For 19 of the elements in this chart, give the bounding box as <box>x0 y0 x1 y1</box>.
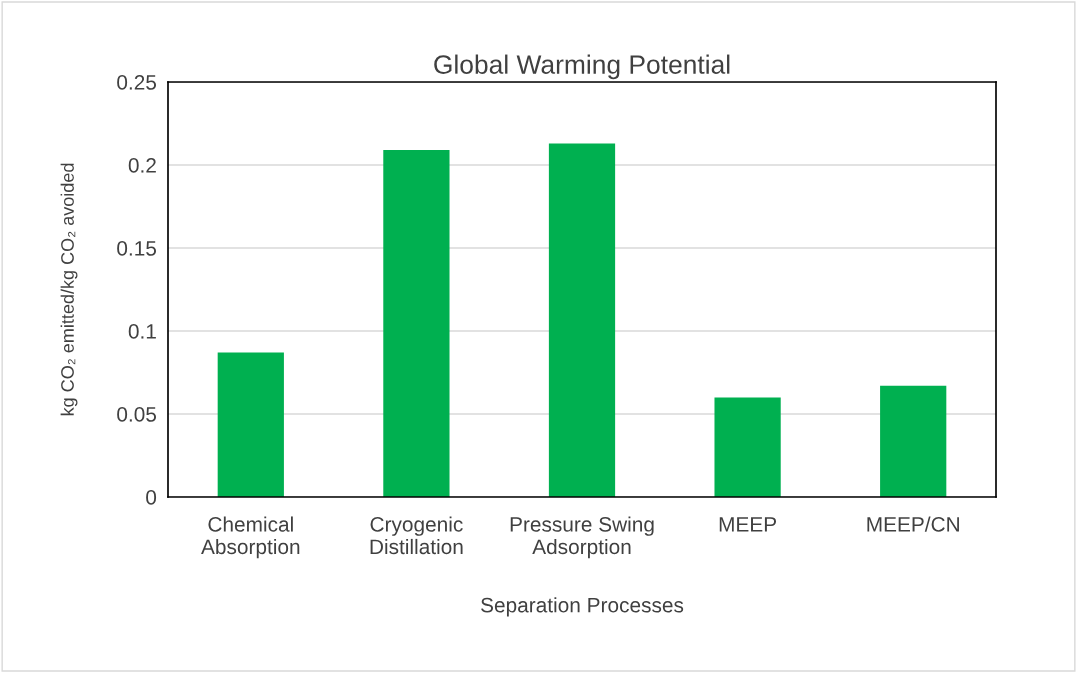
x-tick-label: Pressure Swing Adsorption <box>510 516 654 559</box>
bar <box>548 143 616 497</box>
y-tick-label: 0.2 <box>128 158 156 173</box>
y-tick-label: 0.15 <box>117 241 157 256</box>
y-tick-label: 0.1 <box>128 324 156 339</box>
x-tick-label: MEEP <box>719 517 777 532</box>
bar <box>383 150 450 497</box>
chart-title: Global Warming Potential <box>434 54 730 80</box>
x-tick-label: Cryogenic Distillation <box>370 516 463 555</box>
bar <box>217 352 284 497</box>
bar <box>714 397 781 497</box>
x-tick-label: Chemical Absorption <box>201 516 300 559</box>
x-axis-title: Separation Processes <box>481 597 684 617</box>
y-tick-label: 0 <box>146 490 157 505</box>
y-tick-label: 0.05 <box>117 407 157 422</box>
y-tick-label: 0.25 <box>117 75 157 90</box>
x-tick-label: MEEP/CN <box>867 516 959 532</box>
y-axis-title: kg CO₂ emitted/kg CO₂ avoided <box>60 163 78 416</box>
bar <box>880 385 947 497</box>
